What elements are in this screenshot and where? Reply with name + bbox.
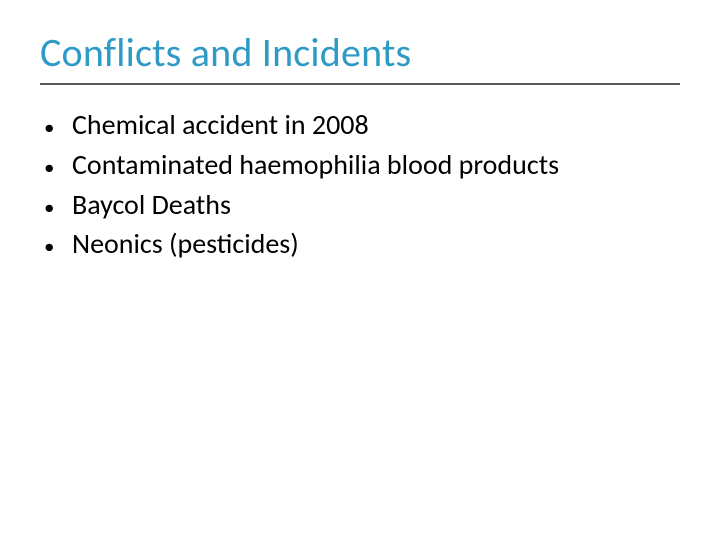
list-item: • Neonics (pesticides) [40,226,680,262]
bullet-icon: • [40,107,72,138]
bullet-list: • Chemical accident in 2008 • Contaminat… [40,107,680,262]
title-underline [40,83,680,85]
list-item: • Contaminated haemophilia blood product… [40,147,680,183]
bullet-icon: • [40,187,72,218]
list-item: • Baycol Deaths [40,187,680,223]
bullet-text: Neonics (pesticides) [72,226,299,262]
bullet-text: Contaminated haemophilia blood products [72,147,559,183]
list-item: • Chemical accident in 2008 [40,107,680,143]
slide: Conflicts and Incidents • Chemical accid… [0,0,720,540]
slide-title: Conflicts and Incidents [40,28,680,83]
bullet-text: Chemical accident in 2008 [72,107,369,143]
bullet-icon: • [40,147,72,178]
bullet-icon: • [40,226,72,257]
bullet-text: Baycol Deaths [72,187,231,223]
